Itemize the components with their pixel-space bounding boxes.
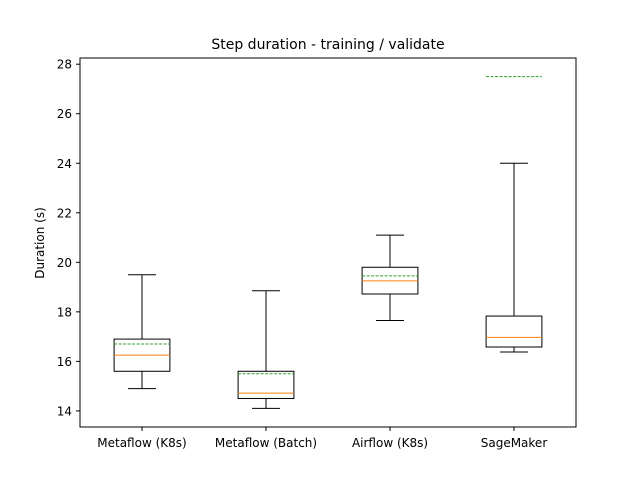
y-tick-label: 28: [57, 58, 72, 72]
box-iqr: [237, 370, 295, 400]
y-tick-label: 24: [57, 157, 72, 171]
plot-area: 14 16 18 20 22 24 26 28 Metaflow (K8s) Metaflow (…: [57, 57, 577, 450]
chart-title: Step duration - training / validate: [211, 37, 444, 53]
y-tick-label: 26: [57, 107, 72, 121]
x-tick-label: SageMaker: [481, 436, 548, 450]
y-tick-label: 16: [57, 355, 72, 369]
x-tick-label: Metaflow (Batch): [215, 436, 317, 450]
y-tick-label: 20: [57, 256, 72, 270]
y-tick-label: 14: [57, 404, 72, 418]
axes-frame: [79, 57, 577, 428]
y-tick-label: 22: [57, 206, 72, 220]
x-tick-label: Metaflow (K8s): [97, 436, 186, 450]
box-iqr: [485, 315, 543, 348]
y-tick-label: 18: [57, 305, 72, 319]
x-tick-label: Airflow (K8s): [352, 436, 428, 450]
y-axis-label: Duration (s): [33, 207, 47, 279]
